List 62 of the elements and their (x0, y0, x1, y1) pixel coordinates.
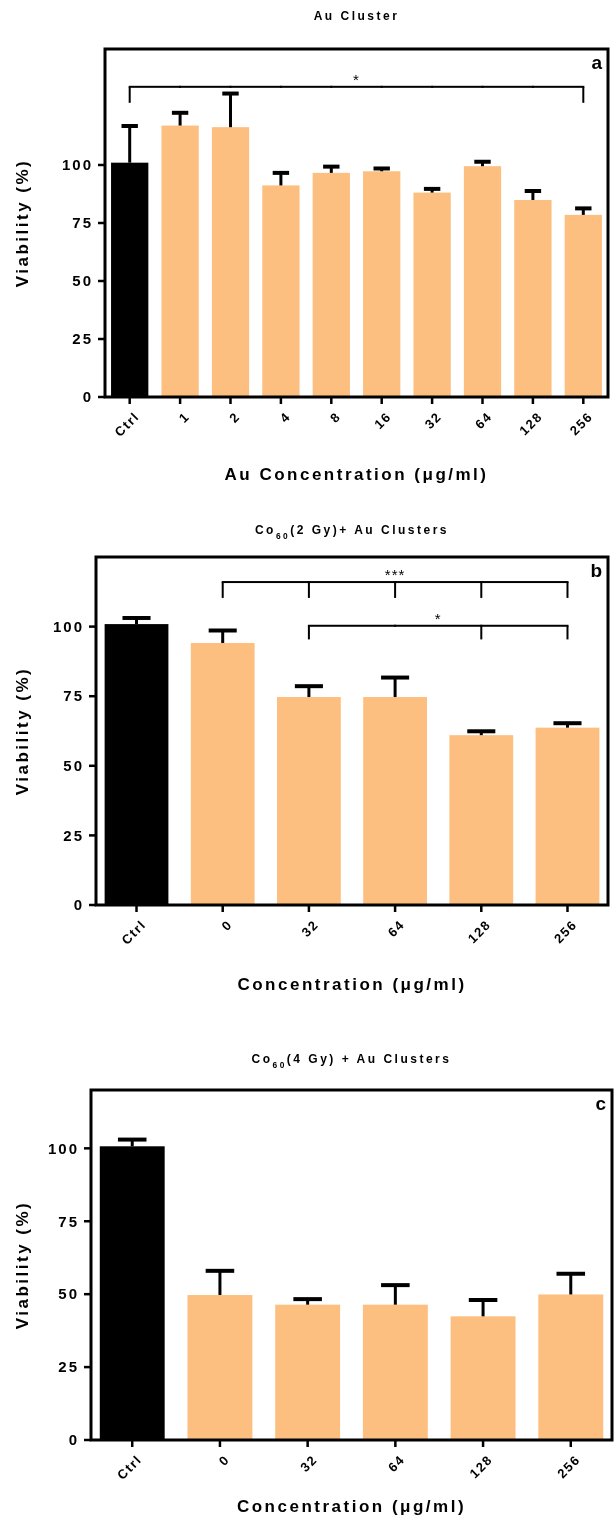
bar (413, 192, 451, 397)
annotation: * (434, 609, 442, 627)
bar (211, 127, 250, 397)
bar (564, 214, 602, 397)
y-tick-label: 50 (63, 757, 84, 775)
bar (538, 1294, 604, 1440)
annotation: * (353, 70, 360, 88)
bar (535, 727, 600, 905)
bar (161, 125, 199, 397)
annotation: b (590, 560, 602, 581)
bar (312, 172, 350, 397)
bar (363, 171, 401, 397)
bar (190, 643, 255, 905)
x-tick-label: 64 (472, 408, 496, 432)
x-tick-label: 32 (297, 1451, 321, 1475)
x-tick-label: 2 (226, 408, 244, 426)
annotation: *** (384, 566, 406, 584)
x-tick-label: 32 (298, 916, 322, 940)
y-tick-label: 0 (82, 388, 93, 406)
annotation: c (595, 1093, 607, 1114)
y-tick-label: 25 (58, 1358, 79, 1376)
x-tick-label: 64 (384, 916, 408, 940)
x-axis-title: Au Concentration (μg/ml) (224, 465, 489, 484)
y-tick-label: 25 (72, 330, 93, 348)
x-tick-label: 32 (421, 408, 445, 432)
chart-title: Co$_{60}$(4 Gy) + Au Clusters (251, 1052, 452, 1070)
y-tick-label: 75 (58, 1212, 79, 1230)
x-tick-label: 16 (371, 408, 395, 432)
x-axis-title: Concentration (μg/ml) (237, 975, 467, 994)
x-tick-label: 1 (175, 408, 193, 426)
y-tick-label: 50 (72, 272, 93, 290)
bar (187, 1295, 253, 1440)
bar (514, 200, 552, 397)
y-tick-label: 100 (61, 156, 93, 174)
annotation: a (591, 52, 603, 73)
bar (275, 1304, 341, 1440)
bar (363, 697, 427, 905)
bar (362, 1304, 428, 1440)
x-tick-label: 4 (276, 408, 294, 426)
x-tick-label: 0 (218, 916, 236, 934)
y-axis-title: Viability (%) (13, 1200, 32, 1330)
x-tick-label: 0 (215, 1451, 233, 1469)
y-tick-label: 75 (72, 214, 93, 232)
y-axis-title: Viability (%) (13, 158, 32, 288)
bar (463, 166, 502, 397)
x-tick-label: 8 (327, 408, 344, 426)
y-tick-label: 100 (52, 617, 84, 635)
y-axis-title: Viability (%) (13, 666, 32, 796)
y-tick-label: 75 (63, 687, 84, 705)
bar (450, 1316, 516, 1440)
chart-title: Au Cluster (313, 9, 400, 23)
bar (449, 735, 514, 905)
y-tick-label: 50 (58, 1285, 79, 1303)
bar (262, 185, 300, 397)
y-tick-label: 0 (73, 896, 84, 914)
bar (277, 697, 341, 905)
chart-title: Co$_{60}$(2 Gy)+ Au Clusters (254, 523, 450, 541)
y-tick-label: 0 (68, 1431, 79, 1449)
y-tick-label: 25 (63, 826, 84, 844)
x-axis-title: Concentration (μg/ml) (236, 1497, 467, 1516)
y-tick-label: 100 (47, 1139, 79, 1157)
x-tick-label: 64 (384, 1451, 408, 1475)
